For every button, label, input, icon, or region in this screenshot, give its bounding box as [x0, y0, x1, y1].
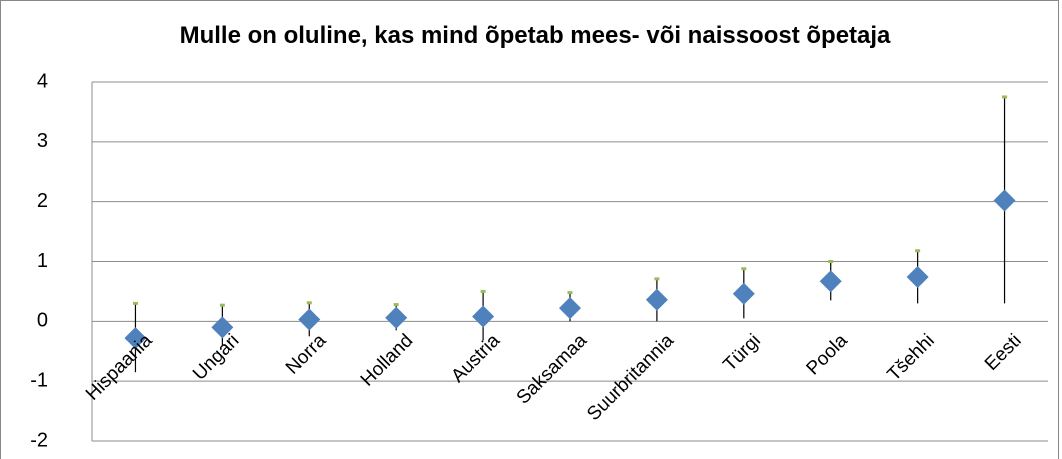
- x-tick-label: Suurbritannia: [583, 330, 678, 425]
- y-tick-label: -2: [30, 429, 48, 451]
- point: [211, 316, 234, 339]
- y-tick-label: 1: [37, 250, 48, 272]
- point: [906, 266, 929, 289]
- point: [124, 327, 147, 350]
- x-tick-label: Eesti: [981, 330, 1026, 375]
- point: [732, 282, 755, 305]
- point: [385, 306, 408, 329]
- y-tick-label: 3: [37, 130, 48, 152]
- point: [645, 288, 668, 311]
- x-tick-label: Ungari: [189, 330, 243, 384]
- x-tick-label: Poola: [803, 330, 853, 380]
- chart-title: Mulle on oluline, kas mind õpetab mees- …: [179, 22, 891, 49]
- y-tick-label: 4: [37, 70, 48, 92]
- y-tick-label: -1: [30, 369, 48, 391]
- x-tick-label: Türgi: [719, 330, 764, 375]
- point: [993, 189, 1016, 212]
- x-tick-label: Norra: [282, 330, 331, 379]
- x-tick-label: Tšehhi: [884, 330, 939, 385]
- point: [298, 308, 321, 331]
- x-tick-label: Austria: [448, 330, 505, 387]
- y-tick-label: 2: [37, 190, 48, 212]
- point: [819, 270, 842, 293]
- x-tick-label: Hispaania: [82, 330, 157, 405]
- y-tick-label: 0: [37, 310, 48, 332]
- point: [472, 305, 495, 328]
- point: [559, 297, 581, 320]
- x-tick-label: Saksamaa: [513, 330, 592, 409]
